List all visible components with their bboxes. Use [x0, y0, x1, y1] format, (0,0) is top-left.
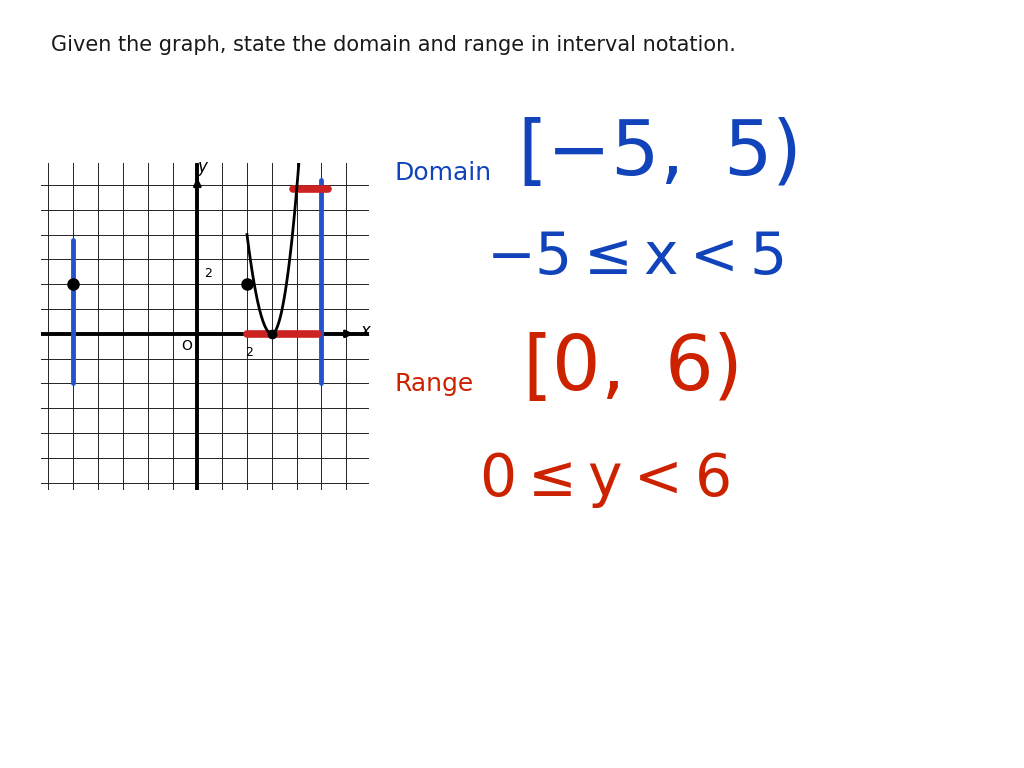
- Text: x: x: [360, 322, 370, 340]
- Text: y: y: [198, 158, 208, 177]
- Text: Range: Range: [394, 372, 473, 396]
- Text: O: O: [181, 339, 193, 353]
- Text: $\mathsf{0 \leq y < 6}$: $\mathsf{0 \leq y < 6}$: [479, 450, 730, 510]
- Text: $\mathsf{-5 \leq x < 5}$: $\mathsf{-5 \leq x < 5}$: [486, 229, 784, 286]
- Text: 2: 2: [245, 346, 253, 359]
- Text: $\mathsf{[0,\ 6)}$: $\mathsf{[0,\ 6)}$: [522, 332, 738, 406]
- Text: $\mathsf{[-5,\ 5)}$: $\mathsf{[-5,\ 5)}$: [517, 117, 798, 190]
- Text: Given the graph, state the domain and range in interval notation.: Given the graph, state the domain and ra…: [51, 35, 736, 55]
- Text: 2: 2: [205, 266, 212, 280]
- Text: Domain: Domain: [394, 161, 492, 185]
